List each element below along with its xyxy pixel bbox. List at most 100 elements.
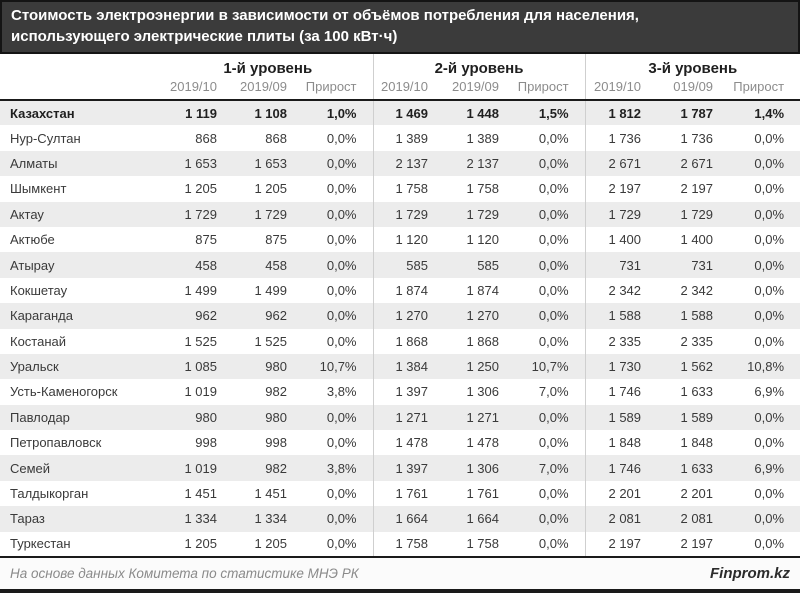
value-cell: 1 451 (254, 486, 287, 502)
table-row: Тараз 1 334 1 334 0,0% 1 664 1 664 0,0% 2 081 2 … (0, 506, 800, 532)
table-row: Семей 1 019 982 3,8% 1 397 1 306 7,0% 1 746 1 63… (0, 455, 800, 481)
source-note: На основе данных Комитета по статистике … (10, 566, 359, 582)
growth-cell: 0,0% (754, 333, 785, 349)
value-cell: 1 499 (254, 282, 287, 298)
value-cell: 1 306 (466, 460, 499, 476)
value-cell: 962 (195, 308, 217, 324)
column-header: Прирост (729, 79, 800, 101)
value-cell: 2 137 (372, 150, 444, 177)
region-cell: Уральск (10, 359, 59, 375)
value-cell: 1 478 (466, 435, 499, 451)
growth-cell: 0,0% (326, 181, 357, 197)
growth-cell: 0,0% (326, 155, 357, 171)
growth-cell: 6,9% (754, 384, 785, 400)
value-cell: 1 729 (584, 201, 658, 227)
value-cell: 1 874 (372, 277, 444, 304)
value-cell: 1 334 (184, 511, 217, 527)
growth-cell: 0,0% (754, 257, 785, 273)
growth-cell: 0,0% (754, 511, 785, 527)
growth-cell: 0,0% (538, 130, 569, 146)
value-cell: 1 400 (680, 232, 714, 248)
growth-cell: 10,7% (531, 359, 569, 375)
table-row: Актау 1 729 1 729 0,0% 1 729 1 729 0,0% 1 729 1 … (0, 201, 800, 227)
value-cell: 1 758 (466, 181, 499, 197)
value-cell: 1 108 (254, 105, 287, 121)
table-row: Талдыкорган 1 451 1 451 0,0% 1 761 1 761 0,0% 2… (0, 480, 800, 507)
region-cell: Караганда (10, 308, 73, 324)
growth-cell: 0,0% (538, 333, 569, 349)
value-cell: 2 335 (680, 333, 714, 349)
growth-cell: 0,0% (538, 486, 569, 502)
value-cell: 982 (265, 460, 287, 476)
growth-cell: 1,0% (326, 105, 357, 121)
corner-cell (0, 54, 163, 79)
value-cell: 2 197 (584, 176, 658, 202)
value-cell: 1 761 (466, 486, 499, 502)
value-cell: 1 400 (584, 226, 658, 253)
value-cell: 1 389 (466, 130, 499, 146)
table-row: Атырау 458 458 0,0% 585 585 0,0% 731 731 0,0% (0, 252, 800, 278)
column-header: Прирост (515, 79, 586, 101)
value-cell: 1 633 (680, 460, 714, 476)
value-cell: 2 335 (584, 328, 658, 354)
region-cell: Павлодар (10, 409, 70, 425)
value-cell: 2 197 (584, 531, 658, 559)
region-cell: Нур-Султан (10, 130, 81, 146)
growth-cell: 0,0% (326, 511, 357, 527)
value-cell: 1 562 (680, 359, 714, 375)
growth-cell: 0,0% (538, 257, 569, 273)
value-cell: 2 081 (584, 506, 658, 532)
growth-cell: 0,0% (538, 155, 569, 171)
footer: На основе данных Комитета по статистике … (0, 558, 800, 593)
value-cell: 1 746 (584, 379, 658, 405)
growth-cell: 3,8% (326, 460, 357, 476)
brand-logo: Finprom.kz (709, 565, 790, 583)
group-header-level-2: 2-й уровень (372, 54, 586, 79)
growth-cell: 0,0% (326, 206, 357, 222)
value-cell: 2 671 (584, 150, 658, 177)
value-cell: 731 (584, 252, 658, 278)
column-header: 2019/10 (163, 79, 233, 101)
growth-cell: 0,0% (326, 130, 357, 146)
table-row: Усть-Каменогорск 1 019 982 3,8% 1 397 1 306 7,… (0, 379, 800, 405)
value-cell: 1 085 (184, 359, 217, 375)
value-cell: 875 (265, 232, 287, 248)
page-title-line-2: использующего электрические плиты (за 10… (11, 28, 398, 45)
group-header-level-1: 1-й уровень (223, 60, 313, 77)
value-cell: 1 270 (372, 303, 444, 329)
growth-cell: 0,0% (326, 232, 357, 248)
value-cell: 458 (195, 257, 217, 273)
growth-cell: 7,0% (538, 384, 569, 400)
value-cell: 2 081 (680, 511, 714, 527)
table-row: Петропавловск 998 998 0,0% 1 478 1 478 0,0% 1 8… (0, 430, 800, 456)
value-cell: 1 729 (184, 206, 217, 222)
column-header: 2019/09 (233, 79, 303, 101)
value-cell: 1 736 (584, 125, 658, 151)
region-cell: Семей (10, 460, 51, 476)
value-cell: 1 848 (584, 430, 658, 456)
growth-cell: 0,0% (538, 308, 569, 324)
region-cell: Кокшетау (10, 282, 68, 298)
value-cell: 980 (195, 409, 217, 425)
value-cell: 1 589 (680, 409, 714, 425)
growth-cell: 0,0% (754, 486, 785, 502)
value-cell: 1 664 (372, 506, 444, 532)
region-cell: Атырау (10, 257, 55, 273)
data-table: 1-й уровень 2-й уровень 3-й уровень 2019… (0, 54, 800, 559)
value-cell: 1 730 (584, 353, 658, 380)
growth-cell: 0,0% (538, 511, 569, 527)
value-cell: 1 205 (254, 181, 287, 197)
table-header: 1-й уровень 2-й уровень 3-й уровень 2019… (0, 54, 800, 101)
value-cell: 1 653 (184, 155, 217, 171)
value-cell: 1 653 (254, 155, 287, 171)
value-cell: 868 (265, 130, 287, 146)
value-cell: 1 758 (444, 531, 515, 559)
value-cell: 1 389 (372, 125, 444, 151)
value-cell: 1 120 (372, 226, 444, 253)
value-cell: 1 868 (466, 333, 499, 349)
value-cell: 1 120 (466, 232, 499, 248)
value-cell: 998 (195, 435, 217, 451)
value-cell: 1 729 (372, 201, 444, 227)
value-cell: 1 384 (372, 353, 444, 380)
